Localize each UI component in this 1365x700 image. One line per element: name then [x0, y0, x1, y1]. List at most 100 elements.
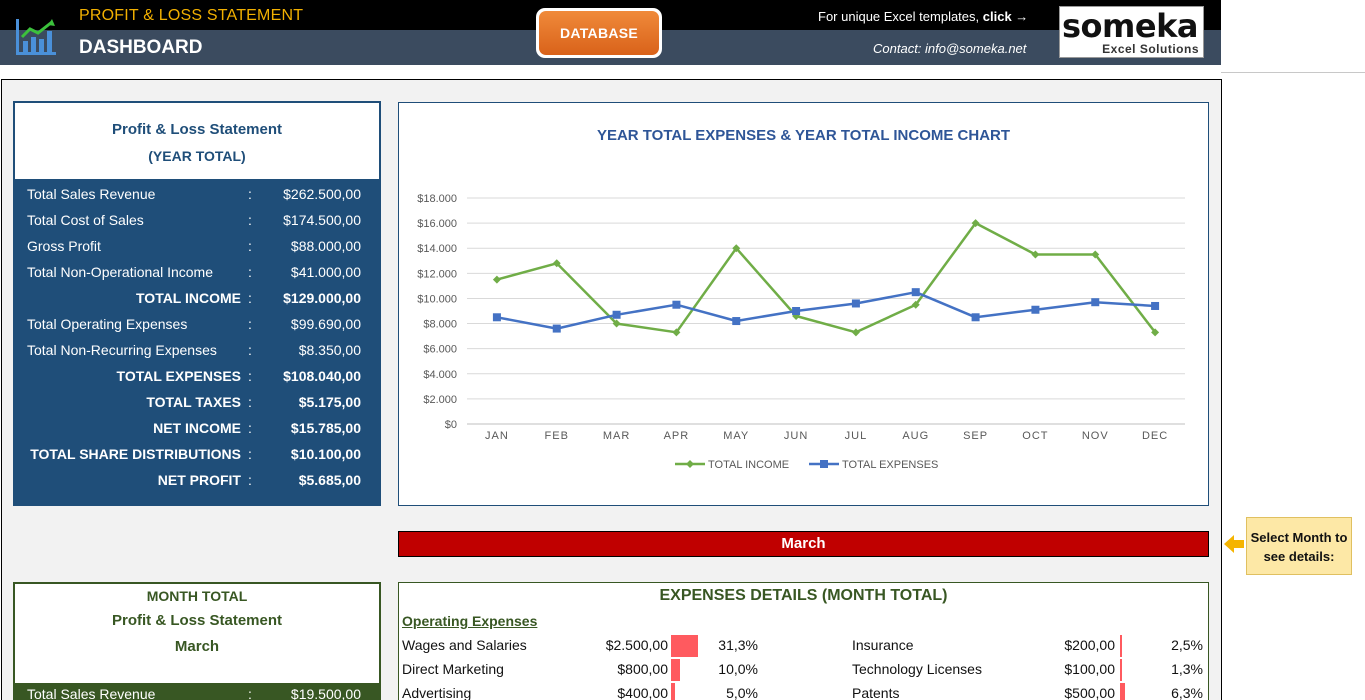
expense-value: $400,00	[617, 685, 668, 700]
x-tick-label: MAY	[723, 430, 749, 442]
month-row-label: Total Sales Revenue	[27, 686, 156, 700]
year-total-row: Total Non-Operational Income: $41.000,00	[15, 260, 379, 286]
month-selector[interactable]: March	[398, 531, 1209, 557]
row-label: TOTAL SHARE DISTRIBUTIONS	[30, 446, 241, 462]
year-total-row: TOTAL SHARE DISTRIBUTIONS: $10.100,00	[15, 442, 379, 468]
month-total-label: MONTH TOTAL	[146, 588, 248, 604]
x-tick-label: SEP	[963, 430, 988, 442]
expense-share-bar	[671, 659, 680, 681]
expense-name: Direct Marketing	[402, 661, 504, 677]
year-total-panel: Profit & Loss Statement (YEAR TOTAL) Tot…	[13, 101, 381, 506]
expense-percent: 1,3%	[1171, 661, 1203, 677]
expense-name: Patents	[852, 685, 900, 700]
x-tick-label: AUG	[902, 430, 929, 442]
data-point	[911, 300, 920, 309]
legend-marker	[686, 460, 694, 468]
data-point	[971, 313, 980, 322]
data-point	[1151, 328, 1160, 337]
expense-item: Direct Marketing $800,00 10,0%	[402, 659, 762, 681]
expense-value: $100,00	[1064, 661, 1115, 677]
expense-name: Technology Licenses	[852, 661, 982, 677]
data-point	[492, 313, 501, 322]
header: PROFIT & LOSS STATEMENT DASHBOARD DATABA…	[0, 0, 1221, 65]
x-tick-label: NOV	[1082, 430, 1109, 442]
row-value: $108.040,00	[283, 368, 361, 384]
row-label: TOTAL TAXES	[146, 394, 241, 410]
year-total-row: Total Non-Recurring Expenses: $8.350,00	[15, 338, 379, 364]
year-total-subtitle: (YEAR TOTAL)	[148, 148, 246, 164]
promo-link[interactable]: click →	[982, 9, 1029, 24]
expense-percent: 10,0%	[718, 661, 758, 677]
row-colon: :	[248, 368, 252, 384]
expense-value: $2.500,00	[605, 637, 668, 653]
contact-email[interactable]: Contact: info@someka.net	[873, 41, 1027, 56]
expense-value: $500,00	[1064, 685, 1115, 700]
chart-canvas: $0 $2.000 $4.000 $6.000 $8.000 $10.000 $12.000…	[417, 193, 1185, 471]
data-point	[732, 317, 741, 326]
month-row-colon: :	[248, 686, 252, 700]
y-tick-label: $10.000	[417, 293, 457, 305]
expense-item: Technology Licenses $100,00 1,3%	[852, 659, 1207, 681]
database-button[interactable]: DATABASE	[536, 8, 662, 58]
series-line-1	[496, 290, 1156, 330]
year-total-title: Profit & Loss Statement	[111, 121, 283, 138]
row-label: Gross Profit	[27, 238, 101, 254]
database-button-label: DATABASE	[539, 11, 659, 55]
row-label: TOTAL INCOME	[136, 290, 241, 306]
expense-percent: 31,3%	[718, 637, 758, 653]
legend-label: TOTAL EXPENSES	[842, 459, 938, 471]
data-point	[612, 319, 621, 328]
expense-value: $800,00	[617, 661, 668, 677]
data-point	[971, 219, 980, 228]
x-tick-label: DEC	[1142, 430, 1168, 442]
data-point	[911, 288, 920, 297]
row-value: $41.000,00	[290, 264, 361, 280]
legend-label: TOTAL INCOME	[708, 459, 789, 471]
expense-value: $200,00	[1064, 637, 1115, 653]
month-total-title: Profit & Loss Statement	[111, 612, 283, 629]
y-tick-label: $18.000	[417, 193, 457, 205]
y-tick-label: $16.000	[417, 218, 457, 230]
row-value: $88.000,00	[290, 238, 361, 254]
y-tick-label: $14.000	[417, 243, 457, 255]
data-point	[672, 328, 681, 337]
data-point	[612, 310, 621, 319]
row-label: NET INCOME	[153, 420, 241, 436]
brand-name: someka	[1062, 7, 1198, 45]
data-point	[552, 259, 561, 268]
x-tick-label: OCT	[1022, 430, 1048, 442]
year-total-row: Gross Profit: $88.000,00	[15, 234, 379, 260]
y-tick-label: $6.000	[423, 344, 457, 356]
row-label: Total Sales Revenue	[27, 186, 156, 202]
y-tick-label: $8.000	[423, 319, 457, 331]
data-point	[552, 324, 561, 333]
data-point	[851, 299, 860, 308]
data-point	[492, 275, 501, 284]
year-total-row: NET PROFIT: $5.685,00	[15, 468, 379, 494]
legend-marker	[820, 460, 828, 468]
expense-item: Patents $500,00 6,3%	[852, 683, 1207, 700]
expense-name: Insurance	[852, 637, 914, 653]
row-value: $8.350,00	[298, 342, 361, 358]
row-value: $5.175,00	[298, 394, 361, 410]
expense-name: Advertising	[402, 685, 472, 700]
month-total-row: Total Sales Revenue : $19.500,00	[15, 683, 379, 700]
arrow-left-icon	[1224, 535, 1244, 553]
x-tick-label: JUN	[784, 430, 808, 442]
x-tick-label: JAN	[485, 430, 509, 442]
row-label: Total Operating Expenses	[27, 316, 188, 332]
series-line-0	[496, 221, 1157, 334]
data-point	[792, 307, 801, 315]
year-total-row: Total Cost of Sales: $174.500,00	[15, 208, 379, 234]
chart-logo-icon	[16, 19, 56, 55]
year-total-row: TOTAL INCOME: $129.000,00	[15, 286, 379, 312]
data-point	[672, 300, 681, 309]
page-title: DASHBOARD	[79, 37, 203, 58]
expense-percent: 6,3%	[1171, 685, 1203, 700]
someka-logo[interactable]: someka Excel Solutions	[1059, 6, 1204, 58]
select-month-hint: Select Month to see details:	[1246, 517, 1352, 575]
y-tick-label: $4.000	[423, 369, 457, 381]
data-point	[1031, 305, 1040, 314]
app-title: PROFIT & LOSS STATEMENT	[79, 7, 304, 24]
expense-item: Advertising $400,00 5,0%	[402, 683, 762, 700]
